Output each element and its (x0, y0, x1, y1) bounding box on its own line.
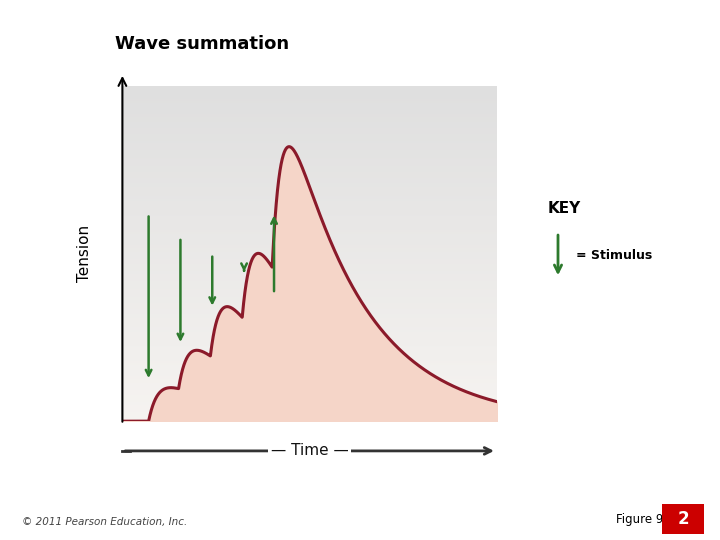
Text: — Time —: — Time — (271, 443, 348, 458)
Text: Figure 9.7: Figure 9.7 (616, 514, 674, 526)
FancyBboxPatch shape (662, 504, 704, 534)
Text: Wave summation: Wave summation (115, 35, 289, 53)
Text: Tension: Tension (78, 225, 92, 282)
Text: © 2011 Pearson Education, Inc.: © 2011 Pearson Education, Inc. (22, 516, 187, 526)
Text: = Stimulus: = Stimulus (576, 248, 652, 262)
Text: KEY: KEY (547, 201, 580, 216)
Text: 2: 2 (678, 510, 689, 528)
